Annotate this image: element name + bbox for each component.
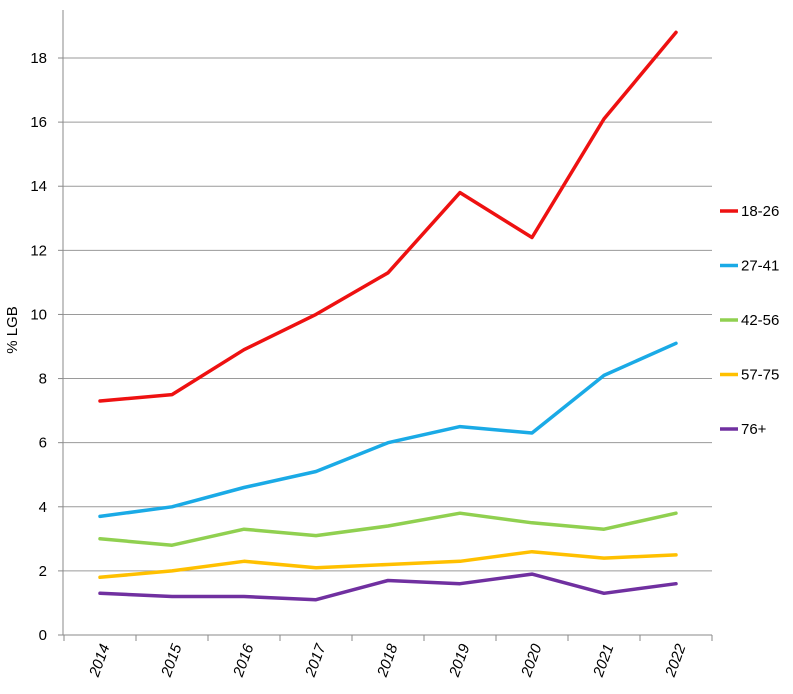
series-line-18-26: [98, 30, 678, 403]
x-tick-label: 2021: [590, 642, 618, 680]
x-tick-label: 2014: [86, 642, 114, 680]
legend-label-57-75: 57-75: [741, 367, 779, 384]
y-tick-label: 10: [30, 306, 47, 323]
y-tick-label: 14: [30, 178, 47, 195]
x-tick-label: 2017: [302, 641, 330, 680]
legend: 18-26 27-41 42-56 57-75 76+: [720, 203, 779, 438]
y-tick-label: 12: [30, 242, 47, 259]
series-line-42-56: [98, 511, 678, 547]
y-axis-label: % LGB: [4, 306, 21, 354]
x-tick-label: 2019: [446, 641, 474, 680]
y-tick-label: 16: [30, 114, 47, 131]
gridlines: [63, 57, 712, 572]
y-tick-label: 0: [39, 627, 47, 644]
x-tick-label: 2018: [374, 641, 402, 680]
legend-label-76+: 76+: [741, 421, 767, 438]
series-line-57-75: [98, 549, 678, 580]
x-tick-label: 2022: [662, 641, 690, 680]
series-lines: [98, 30, 678, 602]
legend-label-18-26: 18-26: [741, 203, 779, 220]
legend-label-42-56: 42-56: [741, 312, 779, 329]
y-tick-label: 8: [39, 371, 47, 388]
series-line-27-41: [98, 341, 678, 519]
y-tick-label: 4: [39, 499, 47, 516]
series-line-76+: [98, 572, 678, 602]
y-tick-label: 2: [39, 563, 47, 580]
x-tick-label: 2016: [230, 641, 258, 680]
y-tick-labels: 0 2 4 6 8 10 12 14 16 18: [30, 50, 47, 644]
legend-label-27-41: 27-41: [741, 258, 779, 275]
y-tick-label: 6: [39, 435, 47, 452]
x-tick-labels: 2014 2015 2016 2017 2018 2019 2020 2021 2022: [86, 641, 690, 680]
axes: [58, 10, 713, 641]
x-tick-label: 2015: [158, 641, 186, 680]
y-tick-label: 18: [30, 50, 47, 67]
x-tick-label: 2020: [518, 641, 546, 680]
